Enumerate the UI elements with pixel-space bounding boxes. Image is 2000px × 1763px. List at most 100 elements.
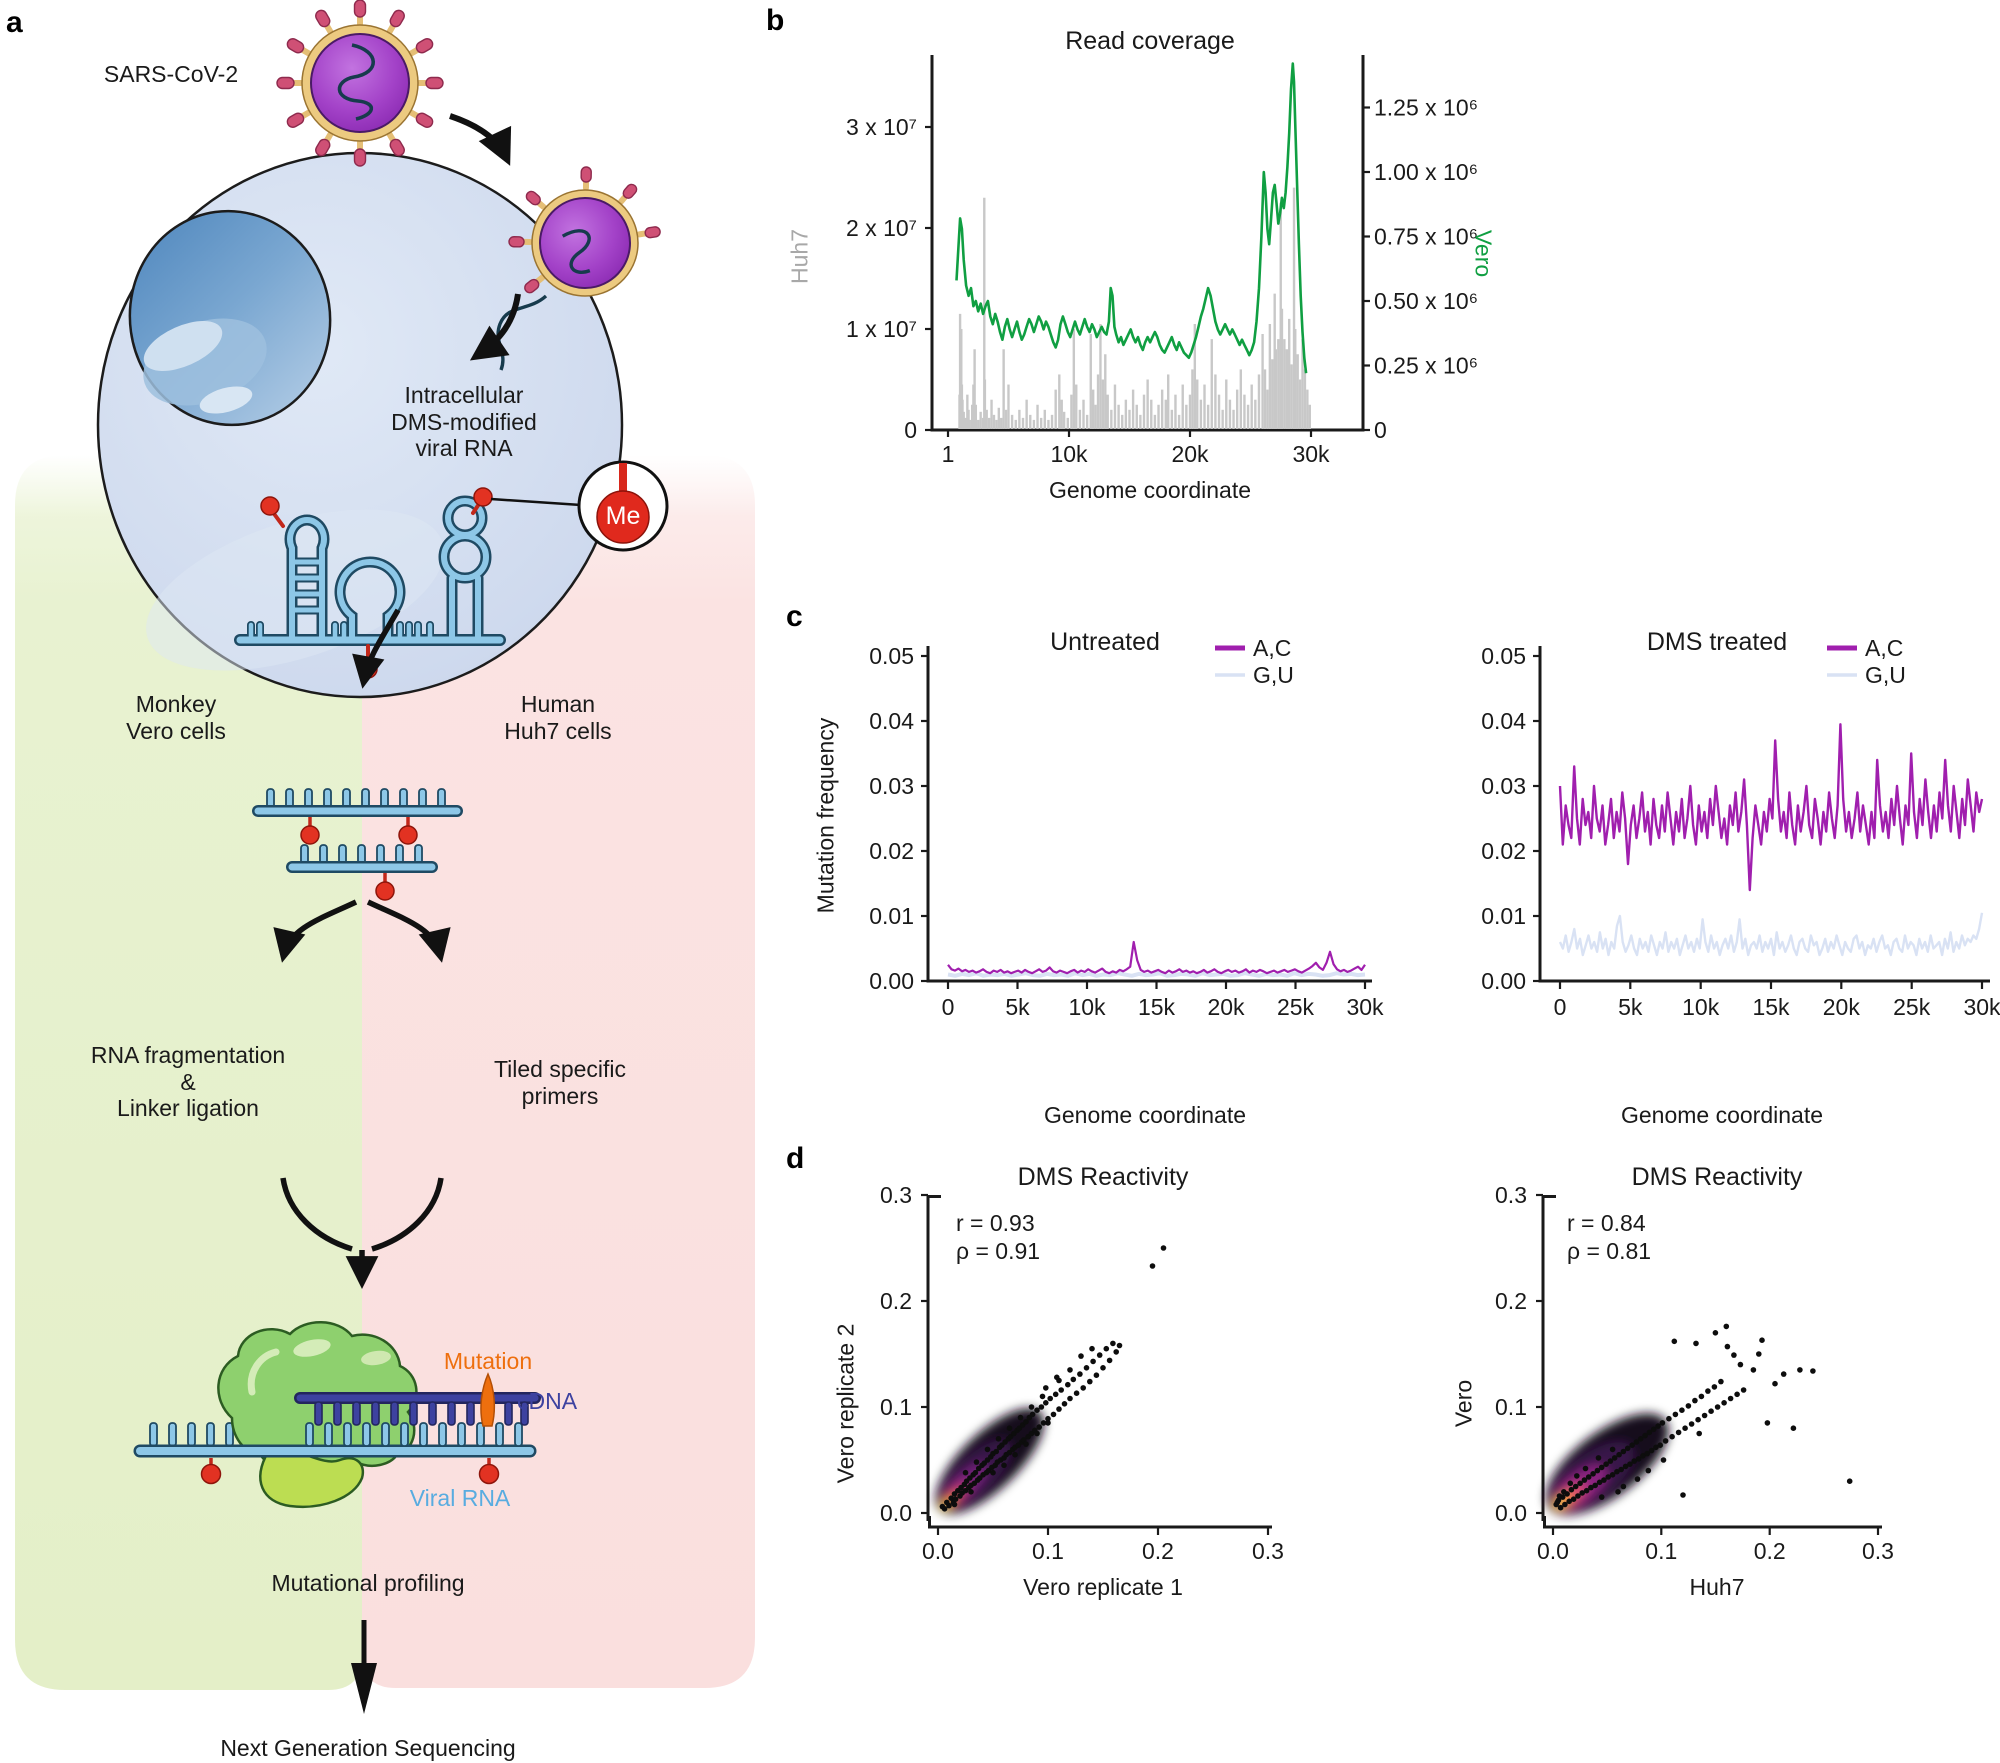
dms-treated-mutation-plot: 0 5k 10k 15k 20k 25k 30k 0.00 0.01 0.02 0.03 0.04 0.… <box>1481 635 2000 1020</box>
split-arrow-right <box>366 899 451 963</box>
y-tick-label: 0.00 <box>1481 968 1526 994</box>
legend-label: A,C <box>1865 635 1903 661</box>
read-coverage-title: Read coverage <box>1065 27 1235 55</box>
x-tick-label: 25k <box>1277 994 1315 1020</box>
methyl-callout-line <box>490 497 582 507</box>
y-tick-label: 0.1 <box>880 1394 912 1420</box>
x-tick-label: 5k <box>1618 994 1643 1020</box>
d1-spearman-annotation: ρ = 0.91 <box>956 1238 1041 1264</box>
y-tick-label-left: 1 x 10⁷ <box>846 316 917 342</box>
series-line-ac <box>947 940 1366 975</box>
x-tick-label: 0.1 <box>1645 1538 1677 1564</box>
d2-spearman-annotation: ρ = 0.81 <box>1567 1238 1652 1264</box>
tiled-primers-label: Tiled specific primers <box>493 1056 627 1109</box>
x-tick-label: 30k <box>1292 441 1330 467</box>
y-tick-label: 0.02 <box>1481 838 1526 864</box>
y-tick-label: 0.2 <box>1495 1288 1527 1314</box>
series-line-gu <box>947 971 1366 978</box>
intracellular-rna-label: Intracellular DMS-modified viral RNA <box>391 382 537 462</box>
cdna-strand <box>294 1372 541 1427</box>
x-tick-label: 20k <box>1207 994 1245 1020</box>
y-tick-label-left: 2 x 10⁷ <box>846 215 917 241</box>
x-tick-label: 25k <box>1893 994 1931 1020</box>
d2-xaxis-label: Huh7 <box>1689 1574 1745 1600</box>
ngs-label: Next Generation Sequencing <box>220 1735 516 1761</box>
series-line-gu <box>1558 912 1984 957</box>
x-tick-label: 0 <box>1554 994 1567 1020</box>
x-tick-label: 30k <box>1963 994 2000 1020</box>
x-tick-label: 30k <box>1346 994 1384 1020</box>
legend-label: G,U <box>1865 662 1906 688</box>
rna-fragment-1 <box>252 788 463 845</box>
y-tick-label-right: 1.25 x 10⁶ <box>1374 95 1478 121</box>
y-tick-label-right: 0.25 x 10⁶ <box>1374 353 1478 379</box>
y-tick-label: 0.3 <box>880 1182 912 1208</box>
x-tick-label: 0.2 <box>1754 1538 1786 1564</box>
dms-treated-title: DMS treated <box>1646 628 1788 656</box>
x-tick-label: 1 <box>942 441 955 467</box>
x-tick-label: 0.1 <box>1032 1538 1064 1564</box>
viral-rna-label: Viral RNA <box>409 1485 511 1511</box>
dms-reactivity-vero-huh7-plot: 0.0 0.1 0.2 0.3 0.0 0.1 0.2 0.3 <box>1495 1182 1894 1564</box>
x-tick-label: 0.3 <box>1252 1538 1284 1564</box>
legend-label: G,U <box>1253 662 1294 688</box>
y-tick-label: 0.04 <box>1481 708 1526 734</box>
panel-label-a: a <box>6 6 23 39</box>
huh7-pink-background <box>362 455 755 1688</box>
read-coverage-plot: 1 10k 20k 30k 0 1 x 10⁷ 2 x 10⁷ 3 x 10⁷ 0 0.25 x … <box>846 55 1478 467</box>
x-tick-label: 20k <box>1171 441 1209 467</box>
untreated-title: Untreated <box>1050 628 1160 656</box>
x-tick-label: 5k <box>1005 994 1030 1020</box>
monkey-vero-label: Monkey Vero cells <box>126 691 226 744</box>
x-tick-label: 0.0 <box>922 1538 954 1564</box>
y-tick-label: 0.2 <box>880 1288 912 1314</box>
d1-title: DMS Reactivity <box>1017 1163 1189 1191</box>
b-xaxis-label: Genome coordinate <box>1048 477 1251 503</box>
y-tick-label: 0.04 <box>869 708 914 734</box>
y-tick-label: 0.02 <box>869 838 914 864</box>
y-tick-label: 0.01 <box>1481 903 1526 929</box>
x-tick-label: 0.3 <box>1862 1538 1894 1564</box>
scatter-points <box>939 1245 1167 1512</box>
y-tick-label-right: 1.00 x 10⁶ <box>1374 159 1478 185</box>
ngs-arrow-head <box>351 1663 377 1714</box>
y-tick-label: 0.00 <box>869 968 914 994</box>
c-yaxis-label: Mutation frequency <box>812 717 839 914</box>
x-tick-label: 10k <box>1068 994 1106 1020</box>
y-tick-label-left: 3 x 10⁷ <box>846 114 917 140</box>
b-right-yaxis-label: Vero <box>1470 229 1497 278</box>
c2-xaxis-label: Genome coordinate <box>1620 1102 1823 1128</box>
d2-title: DMS Reactivity <box>1631 1163 1803 1191</box>
x-tick-label: 10k <box>1682 994 1720 1020</box>
y-tick-label: 0.01 <box>869 903 914 929</box>
merge-arrow-left <box>280 1177 353 1252</box>
y-tick-label-right: 0.50 x 10⁶ <box>1374 288 1478 314</box>
entry-arrow <box>449 113 512 166</box>
b-left-yaxis-label: Huh7 <box>786 229 813 284</box>
panel-label-c: c <box>786 600 803 633</box>
d2-yaxis-label: Vero <box>1450 1379 1477 1428</box>
uncoating-arrow <box>469 293 521 361</box>
virus-particle-1 <box>276 0 444 167</box>
d1-xaxis-label: Vero replicate 1 <box>1023 1574 1183 1600</box>
d1-yaxis-label: Vero replicate 2 <box>832 1323 859 1484</box>
x-tick-label: 0.0 <box>1537 1538 1569 1564</box>
y-tick-label: 0.05 <box>1481 643 1526 669</box>
y-tick-label: 0.05 <box>869 643 914 669</box>
x-tick-label: 20k <box>1823 994 1861 1020</box>
human-huh7-label: Human Huh7 cells <box>504 691 612 744</box>
y-tick-label-left: 0 <box>904 417 917 443</box>
x-tick-label: 15k <box>1138 994 1176 1020</box>
sars-cov2-label: SARS-CoV-2 <box>103 61 239 87</box>
y-tick-label-right: 0 <box>1374 417 1387 443</box>
dms-reactivity-vero-replicates-plot: 0.0 0.1 0.2 0.3 0.0 0.1 0.2 0.3 <box>880 1182 1284 1564</box>
untreated-mutation-plot: 0 5k 10k 15k 20k 25k 30k 0.00 0.01 0.02 0.03 0.04 0.… <box>869 635 1384 1020</box>
virus-particle-2 <box>508 166 661 297</box>
panel-label-b: b <box>766 4 785 37</box>
y-tick-label: 0.0 <box>880 1500 912 1526</box>
d1-pearson-annotation: r = 0.93 <box>956 1210 1035 1236</box>
vero-coverage-line <box>955 62 1308 374</box>
x-tick-label: 10k <box>1050 441 1088 467</box>
x-tick-label: 0 <box>942 994 955 1020</box>
